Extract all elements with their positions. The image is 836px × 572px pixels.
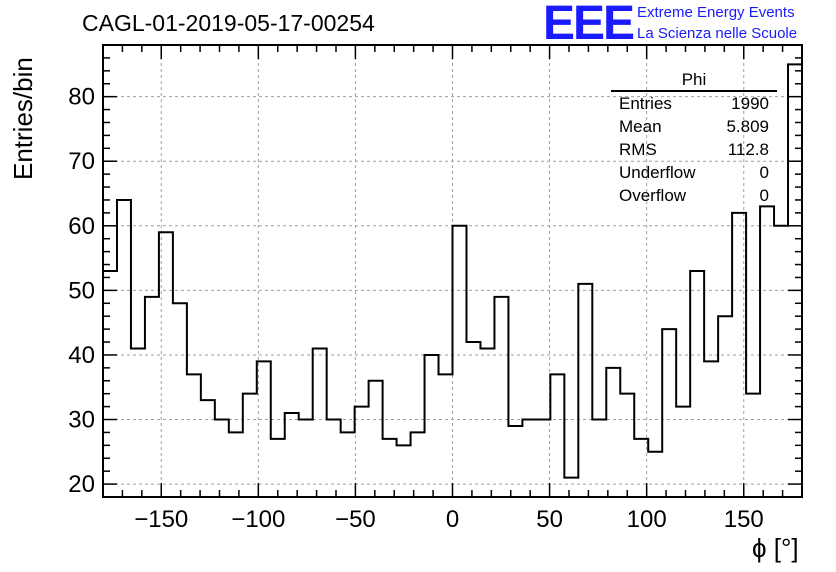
histogram-bin xyxy=(592,420,606,497)
x-tick-label: 50 xyxy=(536,506,563,533)
histogram-bin xyxy=(690,271,704,497)
histogram-bin xyxy=(676,407,690,497)
histogram-bin xyxy=(494,297,508,497)
histogram-bin xyxy=(369,381,383,497)
x-tick-label: −50 xyxy=(335,506,376,533)
histogram-bin xyxy=(145,297,159,497)
histogram-bin xyxy=(229,432,243,497)
histogram-bin xyxy=(117,200,131,497)
histogram-bin xyxy=(718,316,732,497)
stats-box: Phi Entries 1990 Mean 5.809 RMS 112.8 Un… xyxy=(611,70,777,207)
histogram-bin xyxy=(439,374,453,497)
x-tick-label: −100 xyxy=(231,506,285,533)
histogram-bin xyxy=(606,368,620,497)
histogram-bin xyxy=(103,271,117,497)
histogram-bin xyxy=(508,426,522,497)
stats-value: 0 xyxy=(759,163,769,182)
stats-value: 1990 xyxy=(731,94,769,113)
chart-title: CAGL-01-2019-05-17-00254 xyxy=(82,10,375,36)
stats-label: RMS xyxy=(619,140,657,159)
histogram-bin xyxy=(243,394,257,497)
histogram-bin xyxy=(453,226,467,497)
histogram-bin xyxy=(662,329,676,497)
stats-value: 5.809 xyxy=(726,117,769,136)
histogram-bin xyxy=(187,374,201,497)
histogram-bin xyxy=(411,432,425,497)
stats-label: Overflow xyxy=(619,186,687,205)
histogram-bin xyxy=(355,407,369,497)
y-tick-label: 70 xyxy=(68,148,95,175)
y-tick-label: 50 xyxy=(68,277,95,304)
histogram-bin xyxy=(215,420,229,497)
histogram-bin xyxy=(313,348,327,497)
stats-label: Entries xyxy=(619,94,672,113)
y-tick-label: 60 xyxy=(68,213,95,240)
histogram-line xyxy=(103,63,802,479)
y-tick-label: 20 xyxy=(68,471,95,498)
stats-value: 112.8 xyxy=(727,140,769,159)
histogram-bin xyxy=(397,445,411,497)
histogram-bin xyxy=(299,420,313,497)
histogram-bin xyxy=(383,439,397,497)
histogram-bin xyxy=(620,394,634,497)
histogram-bin xyxy=(201,400,215,497)
x-tick-label: 100 xyxy=(627,506,667,533)
histogram-bin xyxy=(648,452,662,497)
histogram-bin xyxy=(704,361,718,497)
eee-logo: EEE xyxy=(543,0,635,50)
histogram-bin xyxy=(536,420,550,497)
stats-value: 0 xyxy=(759,186,769,205)
stats-label: Underflow xyxy=(619,163,696,182)
histogram-bin xyxy=(550,374,564,497)
histogram-bin xyxy=(173,303,187,497)
brand-line-1: Extreme Energy Events xyxy=(637,4,795,21)
stats-row-underflow: Underflow 0 xyxy=(611,161,777,184)
histogram-bin xyxy=(480,348,494,497)
histogram-bin xyxy=(746,394,760,497)
stats-row-entries: Entries 1990 xyxy=(611,92,777,115)
histogram-bin xyxy=(341,432,355,497)
histogram-bin xyxy=(760,206,774,497)
stats-row-mean: Mean 5.809 xyxy=(611,115,777,138)
histogram-bin xyxy=(522,420,536,497)
stats-title: Phi xyxy=(611,70,777,92)
y-tick-label: 40 xyxy=(68,342,95,369)
stats-label: Mean xyxy=(619,117,662,136)
x-tick-label: 0 xyxy=(446,506,459,533)
histogram-bin xyxy=(774,226,788,497)
y-tick-label: 80 xyxy=(68,84,95,111)
y-axis-label: Entries/bin xyxy=(8,57,38,180)
histogram-bin xyxy=(327,420,341,497)
brand-line-2: La Scienza nelle Scuole xyxy=(637,25,798,42)
x-tick-label: 150 xyxy=(724,506,764,533)
histogram-bin xyxy=(564,478,578,497)
histogram-bin xyxy=(131,348,145,497)
histogram-bin xyxy=(257,361,271,497)
histogram-bin xyxy=(271,439,285,497)
stats-row-overflow: Overflow 0 xyxy=(611,184,777,207)
y-tick-label: 30 xyxy=(68,407,95,434)
histogram-bin xyxy=(466,342,480,497)
x-axis-label: ϕ [°] xyxy=(752,533,799,563)
x-tick-label: −150 xyxy=(134,506,188,533)
stats-row-rms: RMS 112.8 xyxy=(611,138,777,161)
histogram-bin xyxy=(578,284,592,497)
histogram-bin xyxy=(425,355,439,497)
